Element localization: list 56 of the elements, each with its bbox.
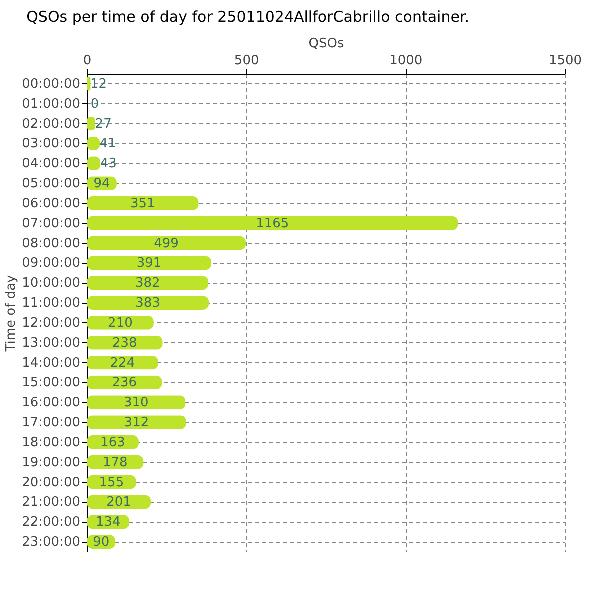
data-label: 210 (108, 316, 133, 331)
y-tick-label: 18:00:00 (22, 435, 80, 450)
data-label: 12 (90, 76, 108, 92)
y-tick-label: 00:00:00 (22, 76, 80, 92)
data-label: 134 (96, 515, 121, 530)
y-tick-label: 05:00:00 (22, 176, 80, 192)
chart-title: QSOs per time of day for 25011024AllforCabrillo container. (26, 8, 470, 26)
y-tick-label: 08:00:00 (22, 236, 80, 252)
bar (87, 216, 458, 230)
data-label: 310 (124, 396, 149, 411)
y-tick-label: 07:00:00 (22, 216, 80, 232)
y-tick-label: 01:00:00 (22, 96, 80, 112)
y-tick-label: 22:00:00 (22, 515, 80, 530)
x-axis-title: QSOs (308, 36, 344, 52)
data-label: 41 (100, 136, 116, 152)
y-tick-label: 04:00:00 (22, 156, 80, 172)
data-label: 224 (110, 356, 136, 371)
data-label: 43 (100, 156, 117, 172)
y-tick-label: 02:00:00 (22, 116, 80, 132)
data-label: 383 (136, 296, 160, 312)
data-label: 391 (136, 256, 162, 272)
data-label: 351 (130, 196, 156, 212)
y-tick-label: 19:00:00 (22, 455, 80, 470)
y-tick-label: 10:00:00 (22, 276, 80, 292)
x-tick-label: 1500 (548, 54, 582, 68)
data-label: 178 (102, 455, 128, 470)
bar (87, 236, 246, 250)
data-label: 201 (106, 495, 132, 510)
y-tick-label: 21:00:00 (22, 495, 80, 510)
y-tick-label: 13:00:00 (22, 336, 80, 351)
y-tick-label: 15:00:00 (22, 376, 80, 391)
data-label: 312 (124, 416, 150, 431)
y-axis-title: Time of day (4, 274, 20, 353)
y-tick-label: 09:00:00 (22, 256, 80, 272)
y-tick-label: 16:00:00 (22, 396, 80, 411)
y-tick-label: 06:00:00 (22, 196, 80, 212)
x-tick-label: 1000 (390, 54, 423, 68)
data-label: 163 (100, 435, 126, 450)
x-tick-label: 0 (83, 54, 92, 68)
data-label: 499 (154, 236, 179, 252)
data-label: 90 (93, 535, 110, 550)
y-tick-label: 03:00:00 (22, 136, 80, 152)
y-tick-label: 14:00:00 (22, 356, 80, 371)
data-label: 94 (94, 176, 110, 192)
data-label: 238 (112, 336, 138, 351)
data-label: 1165 (256, 216, 290, 232)
y-tick-label: 11:00:00 (22, 296, 80, 312)
data-label: 155 (99, 475, 124, 490)
data-label: 0 (90, 96, 100, 112)
y-tick-label: 23:00:00 (22, 535, 80, 550)
y-tick-label: 20:00:00 (22, 475, 80, 490)
y-tick-label: 12:00:00 (22, 316, 80, 331)
data-label: 236 (112, 376, 138, 391)
data-label: 382 (135, 276, 160, 292)
y-tick-label: 17:00:00 (22, 416, 80, 431)
x-tick-label: 500 (234, 54, 260, 68)
